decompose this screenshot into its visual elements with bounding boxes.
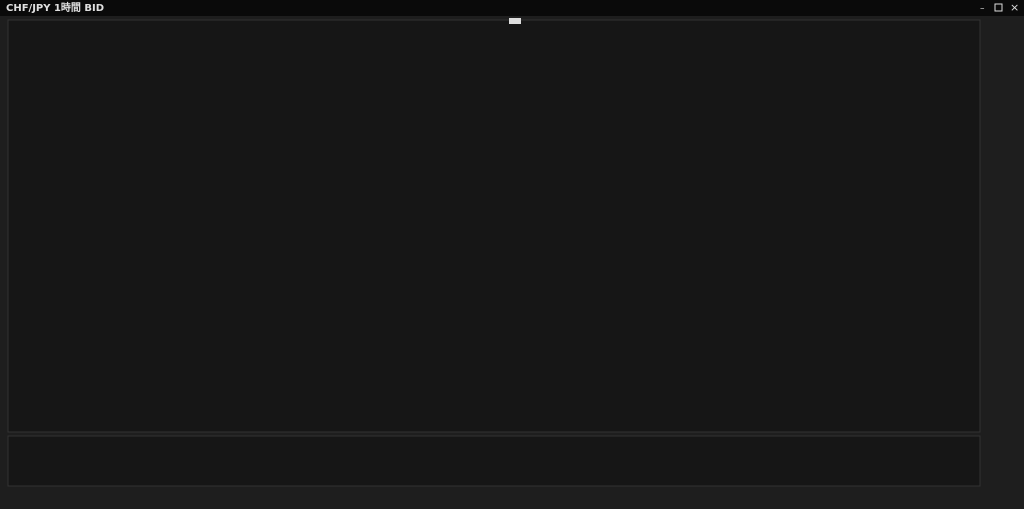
close-button[interactable]: × bbox=[1010, 1, 1019, 14]
axis-panel bbox=[981, 20, 1024, 490]
title-bar bbox=[0, 0, 1024, 16]
chart-title: CHF/JPY 1時間 BID bbox=[6, 1, 104, 14]
price-panel bbox=[7, 19, 981, 433]
minimize-button[interactable]: – bbox=[980, 4, 985, 14]
panel-handle[interactable] bbox=[509, 18, 521, 24]
maximize-button[interactable] bbox=[994, 3, 1003, 12]
stochastic-panel bbox=[7, 435, 981, 487]
